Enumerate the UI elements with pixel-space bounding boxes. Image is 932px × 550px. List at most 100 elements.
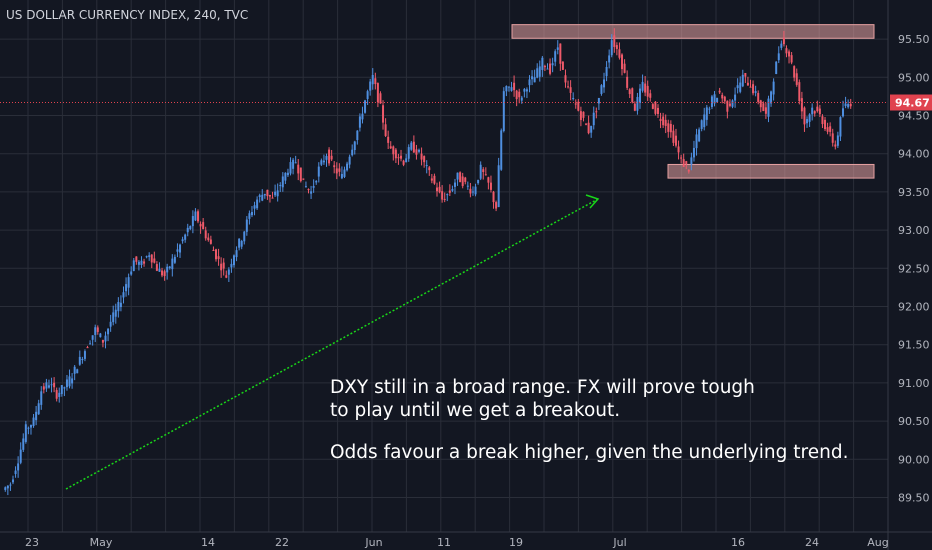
candle	[258, 193, 261, 203]
candle	[45, 378, 48, 392]
candle	[443, 192, 446, 203]
candle	[716, 97, 719, 103]
candle	[346, 161, 349, 172]
candle	[824, 116, 827, 132]
candle	[60, 385, 63, 397]
candle	[839, 116, 842, 142]
candle	[808, 113, 811, 127]
candle	[639, 84, 641, 109]
candle	[453, 178, 456, 195]
y-tick-label: 93.50	[898, 186, 930, 199]
candle	[441, 185, 444, 203]
candle	[587, 115, 590, 135]
candle	[6, 485, 9, 496]
candle	[125, 277, 128, 297]
candle	[690, 152, 693, 171]
candle	[800, 91, 803, 119]
candle	[556, 40, 559, 55]
last-price-label: 94.67	[895, 97, 930, 110]
candle	[446, 193, 449, 202]
candle	[505, 85, 508, 97]
candle	[788, 49, 791, 64]
candle	[698, 127, 701, 143]
candle	[471, 186, 474, 196]
candle	[672, 124, 675, 146]
candle	[410, 140, 413, 151]
candle	[477, 179, 480, 185]
candle	[276, 183, 279, 202]
candle	[531, 70, 534, 86]
candle	[780, 40, 783, 51]
trend-arrow-head	[585, 194, 600, 209]
candle	[836, 131, 839, 148]
candle	[400, 149, 403, 162]
candle	[222, 258, 225, 276]
last-price-badge: 94.67	[890, 94, 932, 111]
candle	[119, 295, 122, 312]
candle	[358, 113, 361, 132]
candle	[325, 153, 328, 167]
annotation-line-1: DXY still in a broad range. FX will prov…	[330, 377, 755, 398]
candle	[343, 166, 346, 179]
candle	[482, 167, 485, 180]
y-tick-label: 92.00	[898, 301, 930, 314]
candle	[212, 246, 215, 251]
candle	[806, 116, 809, 128]
chart-title: US DOLLAR CURRENCY INDEX, 240, TVC	[6, 8, 249, 22]
candle	[811, 103, 814, 121]
y-tick-label: 89.50	[898, 492, 930, 505]
candle	[700, 119, 703, 132]
candle	[232, 254, 235, 268]
candle	[435, 182, 438, 197]
y-tick-label: 90.50	[898, 415, 930, 428]
candle	[667, 119, 670, 138]
candle	[795, 68, 798, 87]
candle	[487, 176, 490, 190]
candle	[623, 59, 626, 74]
candle	[849, 98, 852, 109]
candle	[27, 426, 30, 435]
candle	[813, 110, 816, 117]
candle	[664, 114, 667, 134]
candle	[759, 99, 762, 113]
candle	[438, 181, 441, 194]
candle	[94, 324, 97, 343]
candle	[9, 482, 12, 491]
candle	[777, 46, 780, 64]
x-tick-label: 14	[201, 536, 215, 549]
candle	[243, 230, 246, 245]
candle	[274, 184, 277, 198]
candle	[551, 57, 554, 73]
candle	[235, 246, 238, 262]
candle	[191, 210, 194, 234]
candle	[112, 305, 115, 326]
y-tick-label: 94.00	[898, 148, 930, 161]
candle	[502, 87, 505, 133]
candle	[523, 87, 526, 98]
candle	[754, 85, 757, 97]
candle	[831, 128, 834, 147]
candle	[83, 349, 86, 362]
candle	[340, 166, 343, 180]
candle	[271, 191, 274, 199]
candle	[17, 456, 20, 478]
candle	[605, 61, 608, 82]
candle	[695, 128, 698, 156]
candle	[78, 350, 81, 366]
candle	[114, 303, 117, 324]
candle	[73, 365, 76, 381]
candle	[284, 172, 287, 185]
candle	[240, 239, 243, 250]
candle	[268, 194, 271, 203]
candle	[42, 383, 45, 394]
candle	[412, 135, 415, 153]
candle	[382, 100, 385, 130]
candle	[132, 258, 135, 272]
candle	[392, 145, 395, 161]
candle	[317, 162, 320, 183]
y-tick-label: 93.00	[898, 224, 930, 237]
candle	[418, 148, 421, 154]
candle	[464, 176, 467, 185]
candle	[561, 60, 564, 70]
